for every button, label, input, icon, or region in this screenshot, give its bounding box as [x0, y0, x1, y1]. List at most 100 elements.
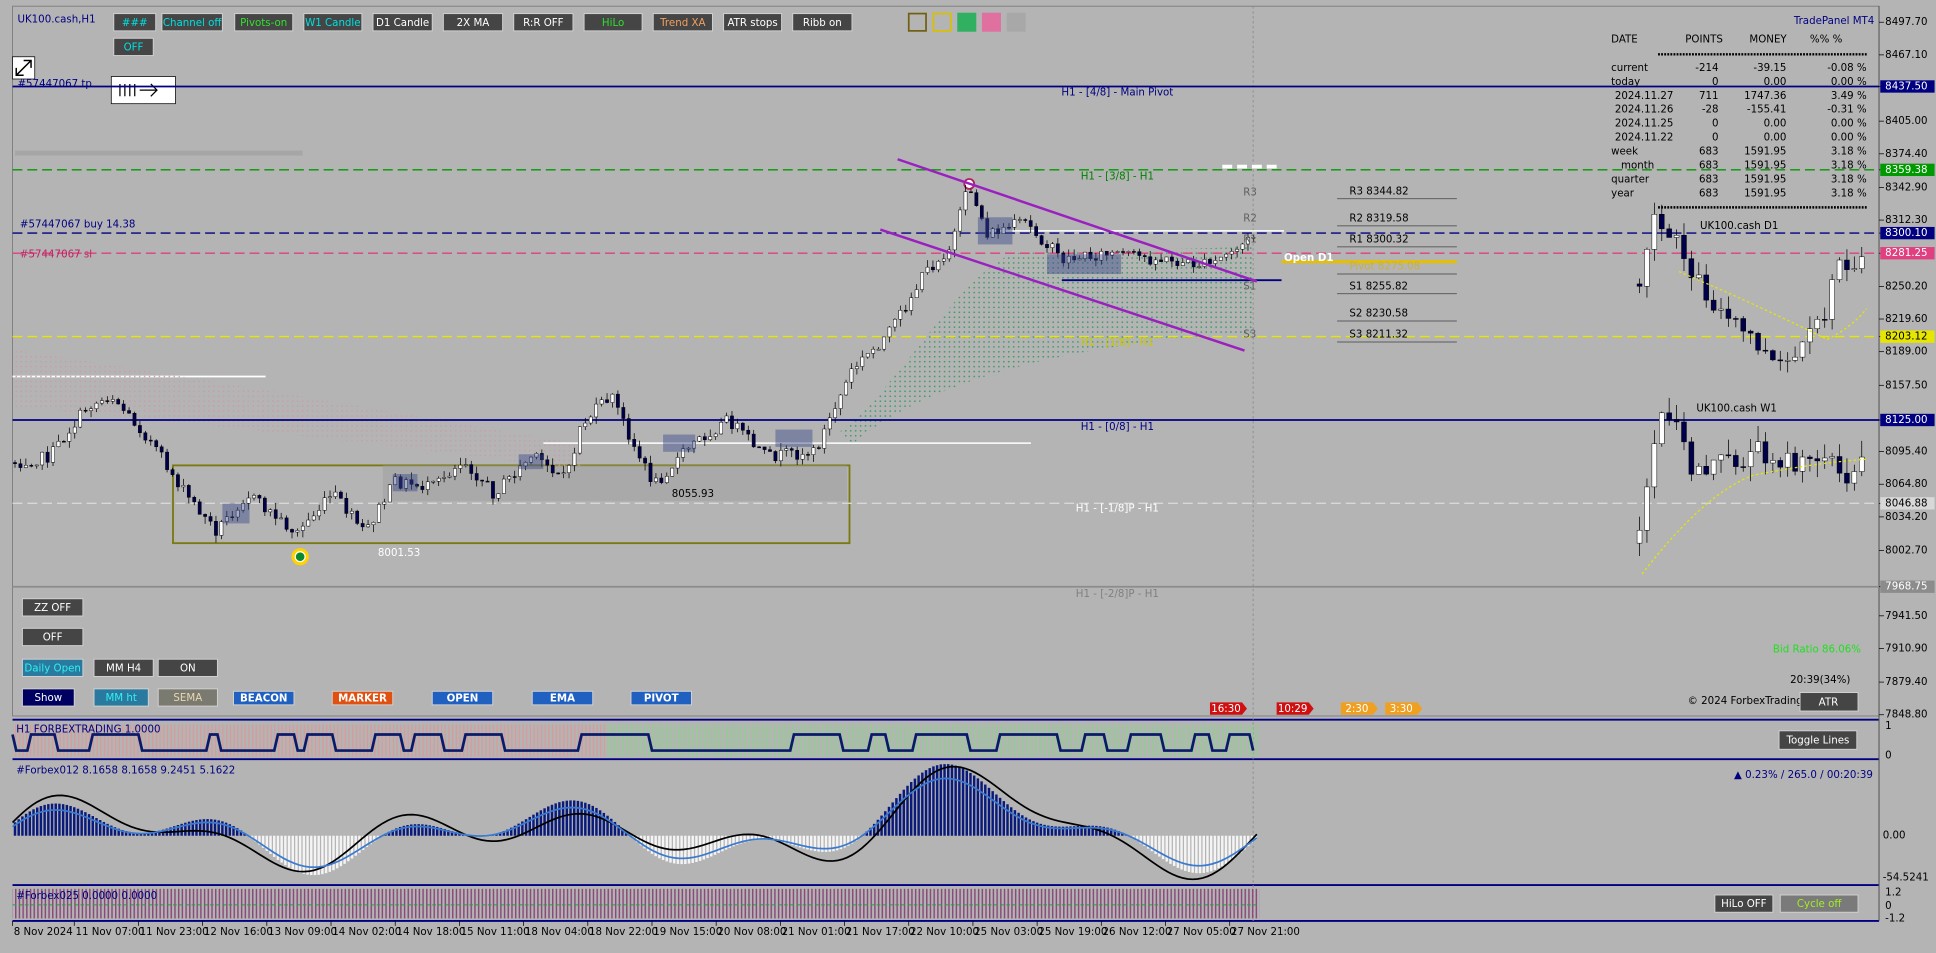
side-button[interactable]: [431, 690, 494, 706]
candle-body: [1121, 251, 1125, 253]
candle-body: [1115, 251, 1120, 253]
candle-body: [1770, 460, 1776, 464]
candle-body: [1762, 349, 1769, 352]
side-button[interactable]: [233, 690, 295, 706]
side-button[interactable]: [157, 688, 218, 707]
color-swatch[interactable]: [932, 12, 952, 32]
candle-body: [214, 521, 218, 536]
candle-body: [599, 399, 604, 405]
color-swatch[interactable]: [907, 12, 927, 32]
candle-body: [1807, 328, 1813, 343]
color-swatch[interactable]: [981, 12, 1001, 32]
table-cell: week: [1611, 146, 1638, 158]
toolbar-button[interactable]: [113, 37, 154, 57]
candle-body: [436, 478, 441, 482]
candle-body: [1088, 251, 1093, 259]
table-cell: -28: [1702, 104, 1719, 116]
candle-body: [719, 421, 723, 435]
trade-line-label: #57447067 sl: [20, 248, 92, 260]
candle-body: [1673, 235, 1680, 238]
side-button[interactable]: [531, 690, 594, 706]
toolbar-button[interactable]: [652, 13, 713, 32]
cycle-button[interactable]: [1779, 894, 1859, 913]
price-highlight: [1880, 247, 1935, 260]
side-button-label: MM H4: [106, 662, 141, 674]
pivot-label: Pivot 8275.08: [1349, 261, 1420, 273]
candle-body: [1718, 454, 1724, 461]
candle-body: [1180, 262, 1185, 266]
candle-body: [610, 393, 615, 403]
toolbar-button[interactable]: [234, 13, 294, 32]
candle-body: [893, 318, 897, 328]
cycle-strip: [12, 888, 1260, 919]
zone-box: [518, 454, 544, 470]
candle-body: [431, 481, 436, 483]
pane-axis-label: 0: [1885, 749, 1892, 761]
candle-body: [1094, 258, 1098, 261]
toolbar-button-label: R:R OFF: [523, 17, 564, 29]
candle-body: [1747, 451, 1754, 467]
toolbar-button-label: HiLo: [602, 17, 624, 29]
side-button[interactable]: [93, 688, 149, 707]
toolbar-button[interactable]: [372, 13, 433, 32]
pane-axis-label: 1.2: [1885, 887, 1901, 899]
candle-body: [295, 530, 300, 533]
candle-body: [1792, 452, 1798, 472]
price-highlight: [1880, 580, 1935, 593]
side-button[interactable]: [331, 690, 394, 706]
color-swatch[interactable]: [957, 12, 977, 32]
candle-body: [322, 497, 327, 511]
zone-box: [663, 434, 696, 452]
side-button[interactable]: [21, 688, 75, 707]
pivot-label: R2 8319.58: [1349, 212, 1408, 224]
side-button[interactable]: [21, 658, 84, 677]
candle-body: [936, 260, 941, 271]
toggle-button[interactable]: [1778, 730, 1858, 750]
pivot-tag: R3: [1243, 187, 1257, 199]
time-label: 27 Nov 21:00: [1231, 926, 1300, 938]
candle-body: [1246, 237, 1250, 245]
zone-box: [977, 217, 1013, 245]
toolbar-button[interactable]: [303, 13, 363, 32]
price-label: 8437.50: [1885, 80, 1927, 92]
candle-body: [366, 524, 370, 528]
side-button-label: BEACON: [240, 693, 288, 705]
candle-body: [1153, 259, 1158, 265]
side-button[interactable]: [157, 658, 218, 677]
candle-body: [789, 448, 794, 451]
toolbar-button[interactable]: [513, 13, 574, 32]
candle-body: [664, 476, 669, 483]
toolbar-button[interactable]: [792, 13, 853, 32]
toolbar-button[interactable]: [113, 13, 157, 32]
level-label: H1 - [0/8] - H1: [1081, 421, 1154, 433]
price-label: 8046.88: [1885, 497, 1927, 509]
toolbar-button-label: 2X MA: [457, 17, 490, 29]
candle-body: [540, 453, 544, 461]
hilo-button[interactable]: [1714, 894, 1774, 913]
candle-body: [1651, 214, 1658, 250]
candle-body: [1844, 259, 1850, 270]
candle-body: [83, 409, 88, 412]
side-button[interactable]: [630, 690, 692, 706]
candle-body: [447, 475, 452, 478]
atr-button[interactable]: [1799, 692, 1859, 712]
candle-body: [453, 468, 457, 477]
toolbar-button[interactable]: [583, 13, 643, 32]
candle-body: [1104, 251, 1109, 256]
candle-body: [1747, 330, 1754, 334]
time-label: 19 Nov 15:00: [653, 926, 722, 938]
color-swatch[interactable]: [1006, 12, 1026, 32]
toolbar-button[interactable]: [723, 13, 783, 32]
candle-body: [360, 523, 365, 528]
candle-body: [1681, 235, 1687, 259]
candle-body: [1836, 259, 1843, 280]
side-button[interactable]: [21, 598, 84, 617]
toolbar-button[interactable]: [161, 13, 223, 32]
side-button[interactable]: [21, 627, 84, 647]
zone-box: [1047, 254, 1122, 275]
side-button[interactable]: [93, 658, 154, 677]
candle-body: [550, 465, 555, 474]
toolbar-button[interactable]: [442, 13, 504, 32]
candle-body: [1688, 258, 1695, 279]
mini-chart-label: UK100.cash D1: [1700, 220, 1778, 232]
